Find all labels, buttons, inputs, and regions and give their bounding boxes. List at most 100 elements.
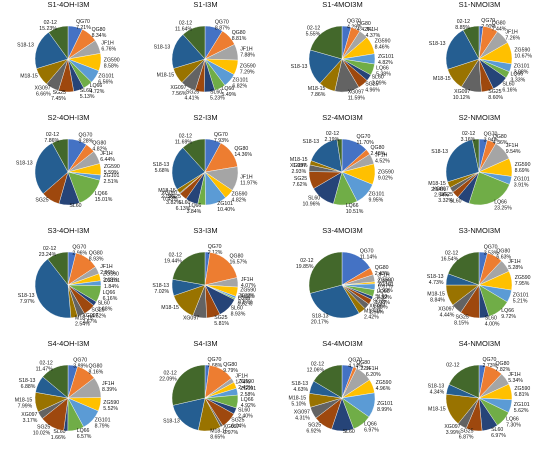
slice-value-label: 8.81% bbox=[232, 36, 247, 42]
slice-category-label: JF1H bbox=[366, 27, 379, 33]
slice-category-label: M18-15 bbox=[290, 157, 308, 163]
slice-value-label: 2.00% bbox=[481, 24, 496, 30]
slice-value-label: 0.87% bbox=[238, 300, 253, 306]
slice-value-label: 2.58% bbox=[240, 392, 255, 398]
slice-value-label: 6.20% bbox=[366, 372, 381, 378]
slice-value-label: 16.54% bbox=[441, 257, 459, 263]
slice-category-label: SG25 bbox=[488, 89, 501, 95]
slice-value-label: 1.08% bbox=[375, 300, 390, 306]
slice-category-label: JF1H bbox=[102, 381, 115, 387]
slice-category-label: LQ66 bbox=[501, 308, 514, 314]
slice-category-label: 02-12 bbox=[300, 258, 313, 264]
slice-value-label: 2.51% bbox=[104, 179, 119, 185]
slice-category-label: ZG590 bbox=[240, 288, 256, 294]
slice-value-label: 7.97% bbox=[20, 299, 35, 305]
slice-category-label: QG80 bbox=[92, 27, 106, 33]
slice-category-label: QG70 bbox=[208, 357, 222, 363]
slice-category-label: XG097 bbox=[294, 409, 310, 415]
pie-panel: S4-NMOI3M QG70 2.73% QG80 7.82% JF1H 5.34% ZG59… bbox=[411, 339, 548, 452]
slice-value-label: 9.95% bbox=[369, 197, 384, 203]
pie-slice bbox=[308, 251, 343, 294]
slice-value-label: 4.73% bbox=[429, 280, 444, 286]
slice-value-label: 23.25% bbox=[494, 206, 512, 212]
slice-value-label: 3.84% bbox=[187, 209, 202, 215]
slice-value-label: 3.99% bbox=[446, 430, 461, 436]
slice-category-label: S18-13 bbox=[291, 64, 308, 70]
slice-category-label: ZG590 bbox=[375, 39, 391, 45]
slice-value-label: 10.02% bbox=[33, 430, 51, 436]
slice-category-label: ZG590 bbox=[378, 170, 394, 176]
slice-value-label: 5.34% bbox=[508, 378, 523, 384]
slice-value-label: 2.44% bbox=[377, 279, 392, 285]
slice-category-label: QG70 bbox=[484, 131, 498, 137]
slice-value-label: 1.84% bbox=[104, 284, 119, 290]
slice-value-label: 4.31% bbox=[295, 415, 310, 421]
slice-category-label: LQ66 bbox=[238, 295, 251, 301]
slice-value-label: 2.19% bbox=[324, 137, 339, 143]
slice-category-label: S18-13 bbox=[153, 162, 170, 168]
pie-slice bbox=[34, 258, 72, 319]
slice-value-label: 4.34% bbox=[430, 389, 445, 395]
chart-title: S1-4OH-I3M bbox=[47, 0, 90, 9]
slice-category-label: ZG590 bbox=[103, 272, 119, 278]
slice-value-label: 9.02% bbox=[378, 176, 393, 182]
slice-value-label: 4.52% bbox=[375, 159, 390, 165]
slice-category-label: SL60 bbox=[375, 294, 387, 300]
pie-slice bbox=[47, 251, 69, 286]
slice-category-label: XG097 bbox=[444, 424, 460, 430]
slice-value-label: 3.82% bbox=[166, 200, 181, 206]
slice-value-label: 8.99% bbox=[377, 407, 392, 413]
slice-category-label: ZG101 bbox=[514, 402, 530, 408]
slice-value-label: 1.22% bbox=[356, 366, 371, 372]
slice-category-label: ZG590 bbox=[514, 386, 530, 392]
slice-category-label: SG25 bbox=[440, 192, 453, 198]
slice-category-label: S18-13 bbox=[312, 313, 329, 319]
slice-value-label: 4.14% bbox=[348, 364, 363, 370]
slice-value-label: 11.47% bbox=[36, 366, 54, 372]
slice-value-label: 7.45% bbox=[51, 96, 66, 102]
slice-value-label: 1.68% bbox=[98, 307, 113, 313]
slice-category-label: XG097 bbox=[438, 306, 454, 312]
slice-category-label: QG70 bbox=[72, 244, 86, 250]
slice-category-label: S18-13 bbox=[431, 149, 448, 155]
slice-value-label: 9.72% bbox=[501, 314, 516, 320]
slice-category-label: SL60 bbox=[308, 196, 320, 202]
slice-category-label: LQ66 bbox=[77, 428, 90, 434]
slice-value-label: 5.13% bbox=[80, 94, 95, 100]
slice-value-label: 8.69% bbox=[515, 168, 530, 174]
slice-value-label: 6.63% bbox=[496, 255, 511, 261]
slice-category-label: QG70 bbox=[214, 132, 228, 138]
slice-category-label: QG80 bbox=[234, 146, 248, 152]
slice-value-label: 5.28% bbox=[508, 265, 523, 271]
slice-category-label: SG25 bbox=[186, 90, 199, 96]
slice-value-label: 9.28% bbox=[79, 139, 94, 145]
pie-slice bbox=[445, 139, 480, 183]
slice-value-label: 3.94% bbox=[484, 137, 499, 143]
slice-value-label: 1.66% bbox=[51, 435, 66, 441]
slice-value-label: 6.76% bbox=[101, 47, 116, 53]
slice-category-label: JF1H bbox=[101, 41, 114, 47]
slice-category-label: ZG590 bbox=[232, 191, 248, 197]
slice-category-label: SL60 bbox=[98, 301, 110, 307]
slice-category-label: JF1H bbox=[377, 273, 390, 279]
slice-value-label: 7.88% bbox=[240, 52, 255, 58]
slice-value-label: 4.41% bbox=[184, 96, 199, 102]
slice-category-label: S18-13 bbox=[427, 274, 444, 280]
slice-category-label: QG70 bbox=[79, 133, 93, 139]
pie-panel: S4-4OH-I3M QG70 3.89% QG80 8.16% JF1H 8.39% ZG5… bbox=[0, 339, 137, 452]
slice-value-label: 2.67% bbox=[82, 319, 97, 325]
slice-value-label: 4.82% bbox=[232, 197, 247, 203]
slice-value-label: 0.62% bbox=[238, 301, 253, 307]
slice-category-label: LQ66 bbox=[189, 203, 202, 209]
slice-category-label: S18-13 bbox=[17, 43, 34, 49]
slice-value-label: 8.16% bbox=[89, 369, 104, 375]
slice-category-label: LQ66 bbox=[346, 203, 359, 209]
slice-category-label: M18-15 bbox=[20, 74, 38, 80]
slice-category-label: ZG590 bbox=[240, 63, 256, 69]
chart-title: S2-NMOI3M bbox=[458, 113, 501, 122]
